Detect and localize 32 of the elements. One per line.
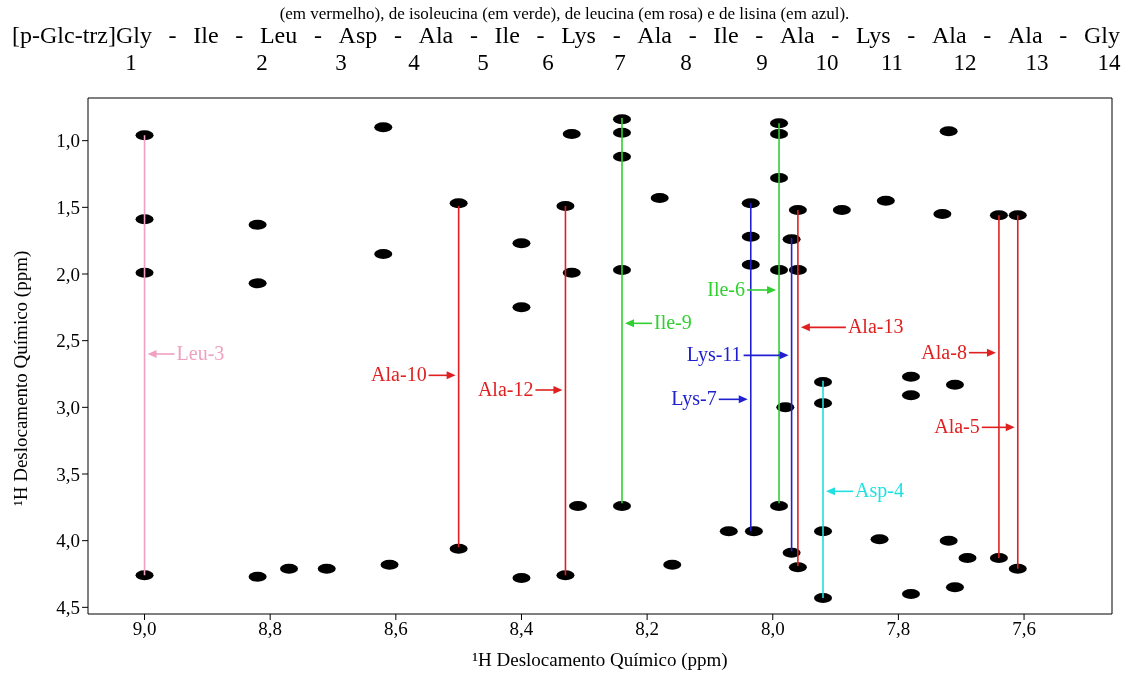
annotation: Ala-8 (921, 340, 967, 363)
y-tick-label: 3,0 (56, 397, 80, 419)
annotation: Ala-12 (477, 378, 534, 400)
x-tick-label: 7,8 (886, 618, 911, 640)
x-tick-label: 8,4 (509, 618, 534, 640)
annotation: Ile-6 (707, 278, 746, 300)
annotation: Asp-4 (855, 479, 904, 503)
annotation: Lys-7 (671, 387, 717, 411)
y-tick-label: 1,5 (56, 197, 80, 219)
annotation: Ile-9 (653, 311, 692, 334)
chart-title: [p-Glc-trz]Gly - Ile - Leu - Asp - Ala - Ile - Lys - Ala - Ile - Ala - Lys - Ala - Ala - Gly (12, 22, 1120, 48)
x-tick-label: 8,0 (760, 618, 785, 640)
annotation: Ala-5 (934, 415, 980, 438)
x-tick-label: 8,8 (258, 618, 283, 640)
annotation: Ala-13 (847, 315, 904, 338)
text: (em vermelho), de isoleucina (em verde), de leucina (em rosa) e de lisina (em azul). (279, 4, 850, 23)
annotation: Leu-3 (176, 342, 225, 364)
y-tick-label: 2,5 (56, 330, 80, 352)
y-tick-label: 3,5 (56, 463, 80, 485)
y-tick-label: 2,0 (56, 263, 80, 285)
annotation: Ala-10 (371, 363, 427, 386)
x-tick-label: 7,6 (1012, 618, 1036, 640)
y-axis-title: ¹H Deslocamento Químico (ppm) (9, 250, 32, 506)
y-tick-label: 4,0 (56, 530, 80, 552)
y-tick-label: 4,5 (56, 597, 80, 619)
x-axis-title: ¹H Deslocamento Químico (ppm) (472, 649, 728, 671)
x-tick-label: 9,0 (132, 618, 157, 640)
annotation: Lys-11 (686, 343, 742, 367)
text: 1 2 3 4 5 6 7 8 9 10 11 12 13 14 (125, 50, 1121, 75)
x-tick-label: 8,2 (635, 618, 659, 640)
x-tick-label: 8,6 (383, 618, 408, 640)
y-tick-label: 1,0 (56, 130, 80, 152)
